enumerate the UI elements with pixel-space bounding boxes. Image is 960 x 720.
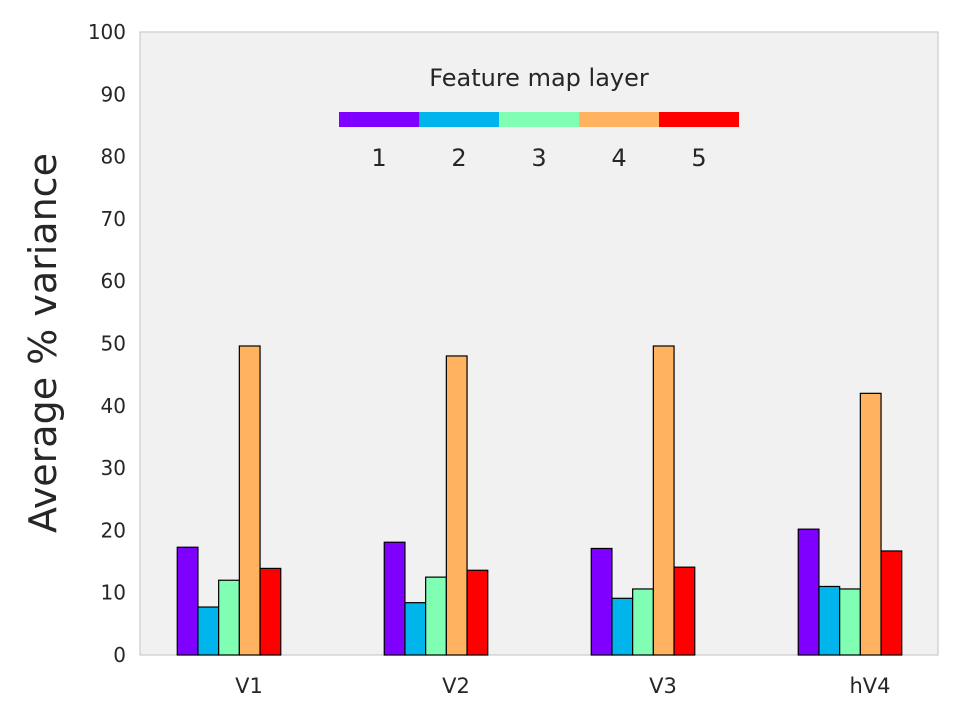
bar-V1-layer-2 [197, 606, 220, 656]
legend-items: 1 2 3 4 5 [339, 112, 739, 172]
legend-swatch-1 [339, 112, 419, 127]
legend-swatch-3 [499, 112, 579, 127]
bar-V3-layer-3 [632, 588, 654, 656]
x-tick-label-V1: V1 [235, 674, 263, 698]
y-tick-label: 100 [88, 20, 126, 44]
bar-hV4-layer-5 [880, 550, 903, 656]
bar-V2-layer-5 [466, 569, 489, 656]
y-axis-label: Average % variance [21, 153, 65, 533]
x-tick-label-V2: V2 [442, 674, 470, 698]
bar-V3-layer-2 [611, 597, 634, 656]
bars-group [176, 345, 903, 656]
y-tick-label: 30 [101, 456, 126, 480]
y-tick-label: 70 [101, 207, 126, 231]
legend-swatch-4 [579, 112, 659, 127]
bar-hV4-layer-4 [859, 392, 882, 656]
bar-hV4-layer-3 [839, 588, 861, 656]
legend-label-3: 3 [531, 144, 546, 172]
bar-V3-layer-5 [673, 566, 696, 656]
legend-label-4: 4 [611, 144, 626, 172]
y-tick-label: 20 [101, 518, 126, 542]
y-tick-label: 90 [101, 82, 126, 106]
x-tick-label-hV4: hV4 [849, 674, 890, 698]
bar-V2-layer-1 [383, 541, 406, 656]
legend-label-2: 2 [451, 144, 466, 172]
bar-V2-layer-4 [445, 355, 468, 656]
y-axis-ticks: 0 10 20 30 40 50 60 70 80 90 100 [88, 20, 126, 667]
y-tick-label: 10 [101, 581, 126, 605]
legend: Feature map layer 1 2 3 4 5 [339, 64, 739, 172]
bar-V1-layer-1 [176, 546, 199, 656]
x-axis-ticks: V1 V2 V3 hV4 [235, 674, 890, 698]
legend-swatch-2 [419, 112, 499, 127]
legend-label-5: 5 [691, 144, 706, 172]
y-tick-label: 60 [101, 269, 126, 293]
bar-V2-layer-2 [404, 602, 427, 656]
bar-V1-layer-5 [259, 567, 282, 656]
y-tick-label: 50 [101, 332, 126, 356]
y-tick-label: 0 [113, 643, 126, 667]
bar-V3-layer-1 [590, 547, 613, 656]
legend-label-1: 1 [371, 144, 386, 172]
legend-swatch-5 [659, 112, 739, 127]
bar-V2-layer-3 [425, 576, 447, 656]
bar-V1-layer-3 [218, 579, 240, 656]
x-tick-label-V3: V3 [649, 674, 677, 698]
bar-hV4-layer-1 [797, 528, 820, 656]
y-tick-label: 40 [101, 394, 126, 418]
legend-title: Feature map layer [429, 64, 649, 92]
bar-hV4-layer-2 [818, 585, 841, 656]
bar-V3-layer-4 [652, 345, 675, 656]
bar-V1-layer-4 [238, 345, 261, 656]
y-tick-label: 80 [101, 145, 126, 169]
